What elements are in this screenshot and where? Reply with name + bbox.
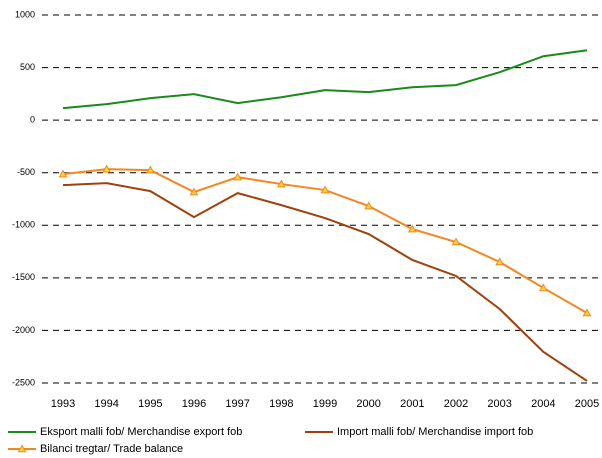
x-tick-label: 2001: [400, 398, 424, 410]
marker: [320, 185, 330, 194]
y-tick-label: -500: [17, 167, 35, 177]
x-tick-label: 2002: [444, 398, 468, 410]
x-tick-label: 2005: [575, 398, 599, 410]
marker: [451, 237, 461, 246]
x-tick-label: 2003: [487, 398, 511, 410]
y-tick-label: 1000: [15, 9, 35, 19]
x-tick-label: 2004: [531, 398, 555, 410]
marker: [58, 169, 68, 178]
x-tick-label: 1998: [269, 398, 293, 410]
x-tick-label: 1997: [225, 398, 249, 410]
marker: [233, 172, 243, 181]
marker: [102, 164, 112, 173]
marker: [495, 257, 505, 266]
x-tick-label: 1993: [51, 398, 75, 410]
legend-label: Bilanci tregtar/ Trade balance: [40, 443, 183, 455]
marker: [407, 224, 417, 233]
y-tick-label: 0: [30, 115, 35, 125]
legend-marker: [17, 444, 27, 453]
y-tick-label: -1000: [12, 220, 35, 230]
x-tick-label: 1994: [94, 398, 118, 410]
y-tick-label: -2500: [12, 377, 35, 387]
marker: [364, 201, 374, 210]
marker: [582, 308, 592, 317]
y-tick-label: 500: [20, 62, 35, 72]
x-tick-label: 1995: [138, 398, 162, 410]
y-tick-label: -1500: [12, 272, 35, 282]
series-line: [62, 49, 588, 110]
marker: [189, 187, 199, 196]
marker: [538, 283, 548, 292]
x-tick-label: 1999: [313, 398, 337, 410]
legend-label: Eksport malli fob/ Merchandise export fo…: [40, 426, 242, 438]
legend-label: Import malli fob/ Merchandise import fob: [337, 426, 533, 438]
x-tick-label: 1996: [182, 398, 206, 410]
x-tick-label: 2000: [356, 398, 380, 410]
series-line: [62, 182, 588, 382]
marker: [276, 179, 286, 188]
marker: [145, 165, 155, 174]
y-tick-label: -2000: [12, 325, 35, 335]
